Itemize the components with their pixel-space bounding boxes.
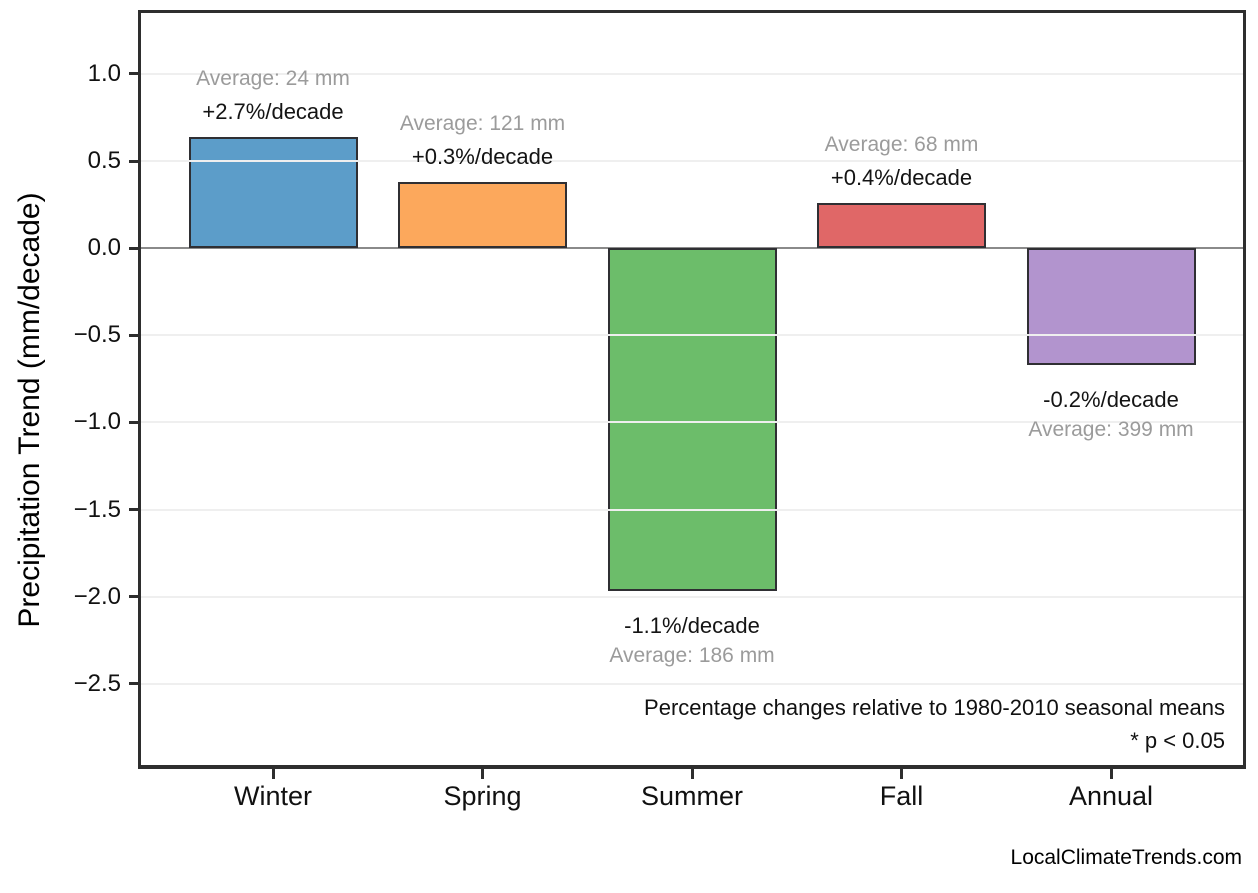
avg-label-winter: Average: 24 mm (196, 66, 350, 90)
x-label-winter: Winter (233, 781, 313, 811)
bar-summer (607, 248, 777, 592)
note-line-1: Percentage changes relative to 1980-2010… (644, 695, 1225, 720)
y-tick (129, 508, 138, 512)
x-label-summer: Summer (640, 781, 744, 811)
x-tick-fall (900, 769, 903, 779)
x-tick-winter (271, 769, 275, 779)
pct-label-annual: -0.2%/decade (1043, 386, 1179, 412)
gridline (141, 334, 1243, 337)
footer-watermark: LocalClimateTrends.com (1010, 846, 1242, 869)
y-axis-title: Precipitation Trend (mm/decade) (13, 192, 46, 628)
y-tick (129, 72, 138, 76)
chart-notes: Percentage changes relative to 1980-2010… (644, 691, 1225, 757)
y-tick (129, 246, 138, 250)
gridline (141, 595, 1243, 598)
y-tick (129, 595, 138, 599)
x-tick-summer (690, 769, 694, 779)
gridline (141, 72, 1243, 75)
y-tick (129, 333, 138, 337)
gridline (141, 508, 1243, 511)
y-tick (129, 682, 138, 686)
bar-annual (1026, 248, 1196, 365)
plot-area: Percentage changes relative to 1980-2010… (74, 10, 1246, 811)
y-tick-label: 0.0 (87, 234, 121, 262)
y-tick-label: −1.0 (73, 408, 121, 436)
avg-label-annual: Average: 399 mm (1028, 417, 1194, 441)
gridline (141, 160, 1243, 163)
y-tick-label: −2.0 (73, 582, 121, 610)
x-label-annual: Annual (1068, 781, 1154, 811)
y-tick (129, 159, 138, 163)
x-label-spring: Spring (443, 781, 522, 811)
note-line-2: * p < 0.05 (1130, 728, 1225, 753)
pct-label-winter: +2.7%/decade (202, 98, 344, 124)
pct-label-spring: +0.3%/decade (411, 144, 554, 170)
x-tick-spring (481, 769, 484, 779)
gridline (141, 421, 1243, 424)
y-tick-label: −2.5 (73, 669, 121, 697)
bar-spring (398, 182, 567, 249)
x-label-fall: Fall (879, 781, 924, 811)
y-tick-label: 1.0 (87, 59, 121, 87)
avg-label-summer: Average: 186 mm (609, 644, 775, 668)
y-tick-label: −0.5 (73, 321, 121, 349)
bar-fall (817, 202, 986, 249)
y-tick (129, 420, 138, 424)
avg-label-spring: Average: 121 mm (399, 112, 566, 136)
gridline (141, 682, 1243, 685)
avg-label-fall: Average: 68 mm (824, 132, 979, 156)
y-tick-label: −1.5 (73, 495, 121, 523)
pct-label-summer: -1.1%/decade (624, 613, 760, 639)
x-tick-annual (1109, 769, 1113, 779)
y-tick-label: 0.5 (87, 147, 121, 175)
pct-label-fall: +0.4%/decade (830, 164, 973, 190)
bar-winter (188, 136, 358, 249)
